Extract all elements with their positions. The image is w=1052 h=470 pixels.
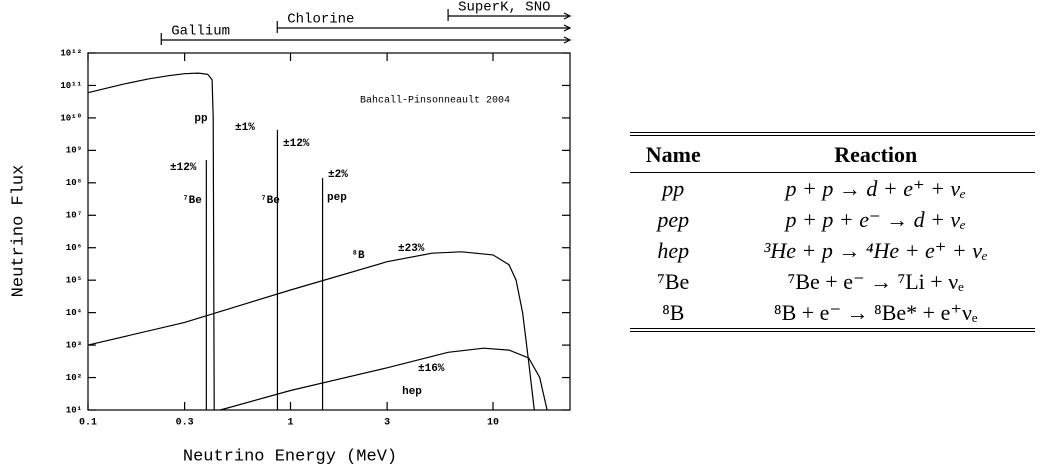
reaction-cell: ⁸B + e⁻ → ⁸Be* + e⁺νₑ xyxy=(773,300,978,325)
table-container: Name Reaction pp p + p → d + e⁺ + νₑ pep p +… xyxy=(630,132,1035,332)
name-cell: ⁸B xyxy=(662,300,685,325)
y-tick-label: 10⁵ xyxy=(66,276,82,286)
reaction-cell: ³He + p → ⁴He + e⁺ + νₑ xyxy=(763,238,988,263)
reaction-cell: p + p → d + e⁺ + νₑ xyxy=(785,176,966,201)
uncertainty-label: ±12% xyxy=(283,138,310,150)
threshold-label: Gallium xyxy=(171,24,230,40)
y-tick-label: 10⁷ xyxy=(66,211,82,221)
header-cell: Name xyxy=(630,134,717,173)
y-tick-label: 10⁸ xyxy=(66,178,82,188)
reaction-table: Name Reaction pp p + p → d + e⁺ + νₑ pep p +… xyxy=(630,132,1035,332)
threshold-label: SuperK, SNO xyxy=(458,0,550,16)
threshold-arrow xyxy=(563,12,572,20)
y-tick-label: 10¹⁰ xyxy=(60,113,82,123)
name-cell: hep xyxy=(657,238,690,263)
table-row: ⁸B ⁸B + e⁻ → ⁸Be* + e⁺νₑ xyxy=(630,297,1035,330)
line-label: ⁷Be xyxy=(260,195,280,207)
chart-title: Bahcall-Pinsonneault 2004 xyxy=(360,95,510,107)
flux-curve xyxy=(87,72,215,411)
y-axis-title: Neutrino Flux xyxy=(9,165,28,298)
uncertainty-label: ±2% xyxy=(328,169,348,181)
curve-label: hep xyxy=(402,386,422,398)
flux-curve xyxy=(220,347,548,411)
threshold-label: Chlorine xyxy=(287,12,354,28)
name-cell: pp xyxy=(662,176,685,201)
name-cell: ⁷Be xyxy=(657,269,690,294)
chart: Bahcall-Pinsonneault 2004 Neutrino Energ… xyxy=(9,0,572,466)
uncertainty-label: ±12% xyxy=(170,162,197,174)
curve-label: pp xyxy=(194,113,208,125)
x-axis-title: Neutrino Energy (MeV) xyxy=(183,447,397,466)
table-row: pep p + p + e⁻ → d + νₑ xyxy=(630,204,1035,235)
table-row: pp p + p → d + e⁺ + νₑ xyxy=(630,173,1035,205)
x-tick-label: 1 xyxy=(287,418,293,429)
y-tick-label: 10⁶ xyxy=(66,243,82,253)
uncertainty-label: ±23% xyxy=(398,243,425,255)
table-body: pp p + p → d + e⁺ + νₑ pep p + p + e⁻ → d +… xyxy=(630,173,1035,331)
x-tick-label: 0.1 xyxy=(79,418,97,429)
line-label: ⁷Be xyxy=(182,195,202,207)
header-cell: Reaction xyxy=(716,134,1035,173)
y-tick-label: 10¹¹ xyxy=(60,81,82,91)
reaction-cell: p + p + e⁻ → d + νₑ xyxy=(785,207,966,232)
y-tick-label: 10⁴ xyxy=(66,308,82,318)
table-row: hep ³He + p → ⁴He + e⁺ + νₑ xyxy=(630,235,1035,266)
x-tick-label: 3 xyxy=(384,418,390,429)
y-tick-label: 10³ xyxy=(66,340,82,350)
threshold-arrow xyxy=(563,24,572,32)
curve-label: ⁸B xyxy=(351,250,365,262)
y-tick-label: 10⁹ xyxy=(66,146,82,156)
flux-curve xyxy=(87,251,535,411)
x-tick-label: 10 xyxy=(487,418,499,429)
y-tick-label: 10¹ xyxy=(66,405,82,415)
table-row: ⁷Be ⁷Be + e⁻ → ⁷Li + νₑ xyxy=(630,266,1035,297)
threshold-arrow xyxy=(563,36,572,44)
uncertainty-label: ±16% xyxy=(418,363,445,375)
x-tick-label: 0.3 xyxy=(176,418,194,429)
y-tick-label: 10² xyxy=(66,373,82,383)
reaction-cell: ⁷Be + e⁻ → ⁷Li + νₑ xyxy=(787,269,964,294)
y-tick-label: 10¹² xyxy=(60,48,82,58)
plot-frame xyxy=(87,52,571,411)
line-label: pep xyxy=(327,192,347,204)
uncertainty-label: ±1% xyxy=(235,122,255,134)
header-row: Name Reaction xyxy=(630,134,1035,173)
name-cell: pep xyxy=(657,207,690,232)
